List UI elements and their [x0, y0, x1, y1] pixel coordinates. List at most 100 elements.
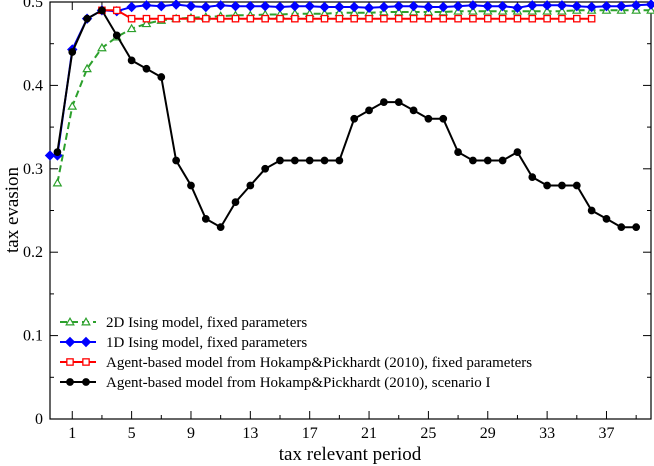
data-point — [142, 14, 151, 23]
y-tick-label: 0 — [35, 411, 43, 428]
data-point — [439, 14, 448, 23]
data-point — [320, 14, 329, 23]
data-point — [557, 6, 567, 15]
data-point — [52, 177, 63, 187]
y-tick-label: 0.2 — [23, 244, 43, 261]
data-point — [276, 14, 284, 23]
data-point — [543, 14, 551, 23]
data-point — [81, 316, 91, 326]
data-point — [543, 181, 551, 190]
series-2 — [98, 6, 596, 23]
data-point — [571, 0, 583, 12]
legend: 2D Ising model, fixed parameters 1D Ising… — [60, 315, 532, 391]
data-point — [216, 14, 225, 23]
data-point — [66, 378, 74, 386]
data-point — [556, 0, 568, 11]
legend-entry: 2D Ising model, fixed parameters — [60, 315, 307, 331]
data-point — [259, 0, 271, 12]
data-point — [170, 0, 182, 10]
data-point — [68, 48, 77, 56]
data-point — [157, 73, 166, 81]
data-point — [616, 0, 627, 12]
data-point — [215, 0, 226, 11]
legend-label: 1D Ising model, fixed parameters — [106, 335, 307, 351]
data-point — [350, 114, 359, 123]
data-point — [66, 358, 74, 366]
data-point — [630, 0, 642, 11]
data-point — [97, 42, 107, 52]
legend-entry: Agent-based model from Hokamp&Pickhardt … — [60, 355, 532, 371]
data-point — [172, 14, 180, 23]
data-point — [469, 156, 477, 165]
data-point — [409, 106, 418, 115]
data-point — [261, 14, 269, 23]
data-point — [468, 6, 478, 15]
data-point — [142, 64, 151, 73]
data-point — [82, 378, 90, 386]
data-point — [334, 1, 345, 13]
data-point — [513, 148, 522, 156]
data-point — [528, 173, 537, 182]
data-point — [83, 14, 91, 23]
data-point — [632, 223, 641, 232]
data-point — [528, 14, 537, 23]
data-point — [127, 14, 136, 23]
data-point — [141, 0, 152, 11]
x-tick-label: 17 — [302, 425, 318, 442]
data-point — [454, 14, 462, 23]
x-tick-label: 1 — [68, 425, 76, 442]
data-point — [572, 181, 581, 190]
data-point — [409, 14, 418, 23]
series-layer — [44, 0, 654, 232]
data-point — [304, 0, 315, 12]
data-point — [587, 14, 596, 23]
series-line — [56, 8, 637, 229]
data-point — [187, 181, 195, 190]
data-point — [498, 156, 507, 165]
data-point — [482, 0, 493, 12]
data-point — [365, 106, 373, 115]
data-point — [172, 156, 181, 165]
data-point — [246, 14, 255, 23]
data-point — [216, 223, 225, 232]
data-point — [350, 14, 359, 23]
y-axis-title: tax evasion — [2, 167, 23, 254]
y-tick-label: 0.4 — [23, 77, 43, 94]
data-point — [335, 156, 344, 165]
data-point — [617, 223, 626, 232]
data-point — [452, 0, 464, 12]
data-point — [558, 181, 566, 190]
data-point — [408, 6, 419, 16]
data-point — [439, 114, 448, 123]
data-point — [483, 156, 492, 165]
data-point — [320, 156, 329, 165]
data-point — [393, 6, 404, 16]
data-point — [380, 98, 388, 106]
data-point — [187, 14, 195, 23]
x-tick-label: 25 — [420, 425, 436, 442]
data-point — [53, 148, 62, 156]
data-point — [157, 14, 166, 23]
data-point — [393, 0, 404, 12]
data-point — [126, 23, 137, 33]
data-point — [276, 156, 284, 165]
data-point — [394, 98, 403, 106]
data-point — [498, 14, 507, 23]
data-point — [586, 1, 597, 13]
data-point — [82, 63, 92, 73]
data-point — [573, 14, 581, 23]
data-point — [82, 358, 90, 366]
data-point — [246, 181, 255, 190]
data-point — [230, 0, 241, 12]
data-point — [424, 114, 433, 123]
series-line — [101, 9, 592, 20]
legend-label: Agent-based model from Hokamp&Pickhardt … — [106, 375, 490, 391]
data-point — [231, 198, 240, 207]
data-point — [319, 1, 330, 13]
legend-label: Agent-based model from Hokamp&Pickhardt … — [106, 355, 532, 371]
data-point — [202, 14, 210, 23]
series-3 — [53, 6, 641, 232]
data-point — [558, 14, 566, 23]
data-point — [527, 6, 538, 15]
data-point — [646, 5, 654, 14]
